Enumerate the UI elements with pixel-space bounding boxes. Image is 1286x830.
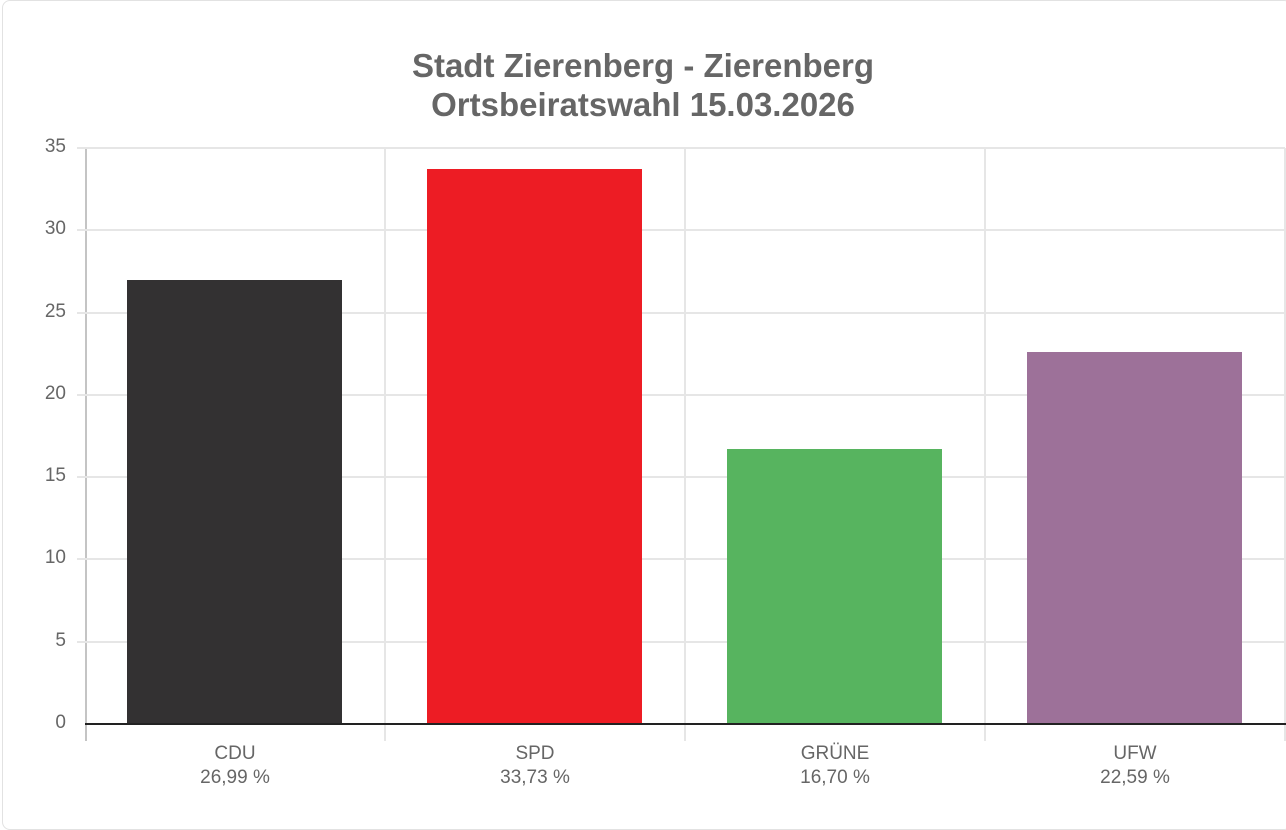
party-name: SPD xyxy=(515,743,555,764)
party-name: UFW xyxy=(1113,743,1157,764)
y-tick-label: 35 xyxy=(44,136,66,157)
x-category-label: GRÜNE 16,70 % xyxy=(685,742,985,790)
gridline-x xyxy=(384,148,386,741)
gridline-x xyxy=(684,148,686,741)
x-category-label: SPD 33,73 % xyxy=(385,742,685,790)
x-axis-line xyxy=(85,723,1286,725)
gridline-y xyxy=(77,640,1285,643)
y-tick-label: 0 xyxy=(55,712,66,733)
party-percentage: 16,70 % xyxy=(800,767,870,788)
y-tick-label: 5 xyxy=(55,629,66,651)
party-percentage: 22,59 % xyxy=(1100,767,1170,788)
plot-area xyxy=(77,147,1286,741)
gridline-y xyxy=(77,393,1285,396)
chart-title-line-1: Stadt Zierenberg - Zierenberg xyxy=(411,47,875,84)
gridline-y xyxy=(77,229,1285,232)
chart-title-line-2: Ortsbeiratswahl 15.03.2026 xyxy=(431,86,855,123)
gridline-x xyxy=(984,148,986,741)
y-axis-line xyxy=(85,148,87,741)
y-tick-label: 30 xyxy=(44,218,66,240)
party-name: GRÜNE xyxy=(800,743,870,764)
x-category-label: UFW 22,59 % xyxy=(985,742,1285,790)
y-tick-label: 25 xyxy=(44,300,66,322)
gridline-y xyxy=(77,476,1285,479)
y-tick-label: 15 xyxy=(44,465,66,487)
chart-title: Stadt Zierenberg - Zierenberg Ortsbeirat… xyxy=(0,46,1286,124)
gridline-y xyxy=(77,311,1285,314)
gridline-x xyxy=(1284,148,1286,741)
gridline-y xyxy=(77,558,1285,561)
party-percentage: 26,99 % xyxy=(200,767,270,788)
y-tick-label: 20 xyxy=(44,382,66,404)
y-tick-label: 10 xyxy=(44,547,66,569)
x-category-label: CDU 26,99 % xyxy=(85,742,385,790)
bar-spd[interactable] xyxy=(427,168,642,724)
party-percentage: 33,73 % xyxy=(500,767,570,788)
bar-grüne[interactable] xyxy=(727,449,942,724)
party-name: CDU xyxy=(214,743,256,764)
gridline-y xyxy=(77,147,1285,149)
bar-ufw[interactable] xyxy=(1027,352,1242,724)
bar-cdu[interactable] xyxy=(127,279,342,724)
